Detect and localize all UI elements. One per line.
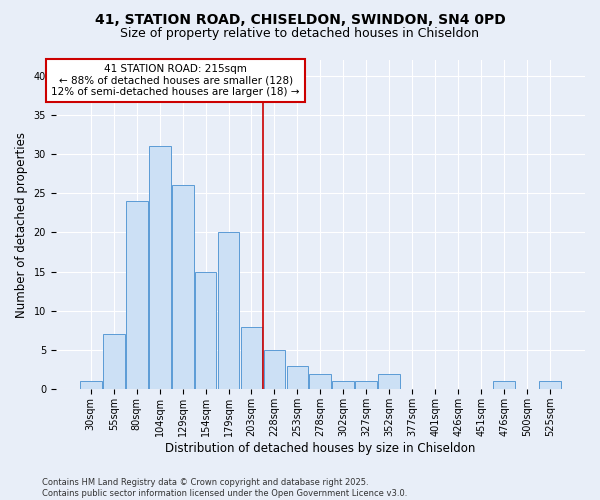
Bar [493,382,515,390]
Bar [80,382,101,390]
Text: 41, STATION ROAD, CHISELDON, SWINDON, SN4 0PD: 41, STATION ROAD, CHISELDON, SWINDON, SN… [95,12,505,26]
Bar [263,350,286,390]
Bar [172,186,194,390]
Y-axis label: Number of detached properties: Number of detached properties [15,132,28,318]
Text: Size of property relative to detached houses in Chiseldon: Size of property relative to detached ho… [121,28,479,40]
Bar [539,382,561,390]
Bar [194,272,217,390]
Text: Contains HM Land Registry data © Crown copyright and database right 2025.
Contai: Contains HM Land Registry data © Crown c… [42,478,407,498]
X-axis label: Distribution of detached houses by size in Chiseldon: Distribution of detached houses by size … [165,442,476,455]
Bar [310,374,331,390]
Bar [379,374,400,390]
Bar [149,146,170,390]
Bar [355,382,377,390]
Bar [126,201,148,390]
Bar [241,326,262,390]
Text: 41 STATION ROAD: 215sqm
← 88% of detached houses are smaller (128)
12% of semi-d: 41 STATION ROAD: 215sqm ← 88% of detache… [52,64,300,97]
Bar [287,366,308,390]
Bar [103,334,125,390]
Bar [332,382,354,390]
Bar [218,232,239,390]
